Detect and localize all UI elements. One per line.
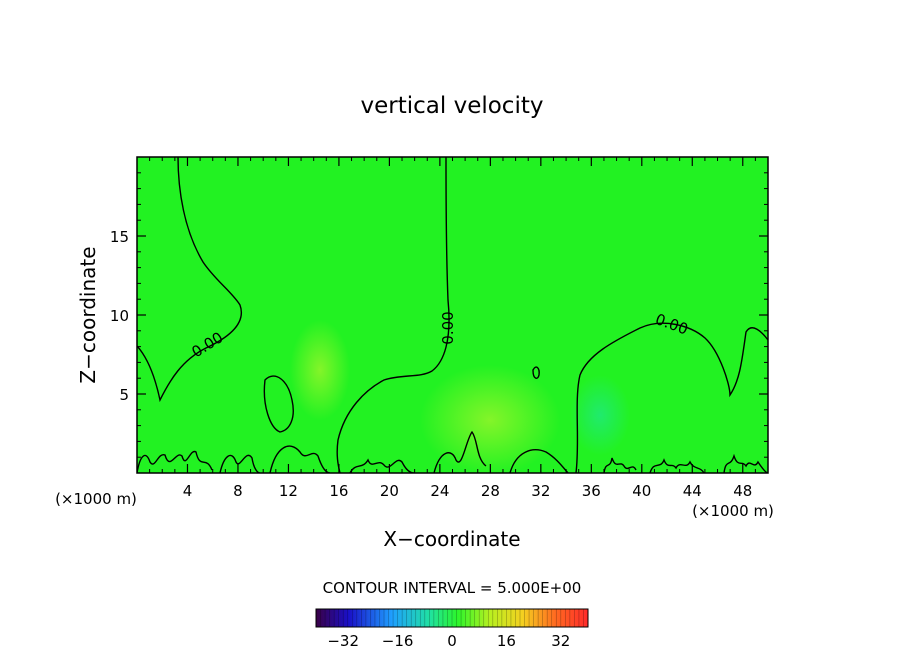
x-tick-label: 32 [531, 482, 550, 500]
x-tick-label: 48 [733, 482, 752, 500]
zero-contour [263, 375, 294, 433]
colorbar-tick-label: 0 [447, 632, 457, 650]
x-tick-label: 28 [481, 482, 500, 500]
surface-contour [433, 430, 487, 473]
x-tick-label: 12 [279, 482, 298, 500]
x-unit-left: (×1000 m) [55, 490, 137, 508]
y-axis-label: Z−coordinate [76, 246, 100, 383]
chart-title: vertical velocity [361, 93, 544, 119]
colorbar-gradient [316, 609, 588, 627]
plot-field [137, 157, 768, 473]
x-tick-label: 20 [380, 482, 399, 500]
y-tick-label: 5 [119, 386, 129, 404]
zero-contour [336, 157, 450, 473]
x-tick-label: 40 [632, 482, 651, 500]
x-tick-label: 44 [683, 482, 702, 500]
updraft-region [290, 320, 350, 420]
x-tick-label: 36 [582, 482, 601, 500]
y-tick-label: 15 [110, 228, 129, 246]
zero-contour [575, 322, 768, 473]
contour-interval-label: CONTOUR INTERVAL = 5.000E+00 [323, 579, 582, 597]
contour-level-label: 0.00 [439, 311, 457, 344]
surface-contour-lines [137, 430, 768, 473]
surface-contour [509, 449, 569, 473]
zero-contour [137, 157, 242, 403]
colorbar-segments [320, 609, 584, 627]
x-axis-label: X−coordinate [383, 527, 520, 551]
y-axis: 5 10 15 [110, 172, 768, 458]
colorbar-tick-label: 32 [551, 632, 570, 650]
surface-contour [649, 458, 705, 473]
colorbar-frame [315, 608, 589, 628]
zero-contour-lines [137, 157, 768, 473]
surface-contour [603, 457, 637, 473]
downdraft-region [570, 375, 630, 455]
colorbar-tick-label: −16 [382, 632, 414, 650]
surface-contour [137, 450, 213, 473]
x-axis: 4 8 12 16 20 24 28 32 36 40 44 48 [149, 157, 756, 500]
x-tick-label: 16 [329, 482, 348, 500]
x-tick-label: 24 [430, 482, 449, 500]
x-unit-right: (×1000 m) [692, 502, 774, 520]
x-tick-label: 8 [233, 482, 243, 500]
x-tick-label: 4 [183, 482, 193, 500]
colorbar: −32 −16 0 16 32 [315, 608, 589, 650]
colorbar-ticks: −32 −16 0 16 32 [327, 632, 570, 650]
surface-contour [723, 453, 768, 473]
colorbar-tick-label: −32 [327, 632, 359, 650]
colorbar-tick-label: 16 [497, 632, 516, 650]
zero-contour [532, 366, 540, 379]
updraft-region [420, 365, 560, 473]
surface-contour [269, 445, 331, 473]
surface-contour [219, 454, 261, 473]
surface-contour [349, 458, 415, 473]
y-tick-label: 10 [110, 307, 129, 325]
